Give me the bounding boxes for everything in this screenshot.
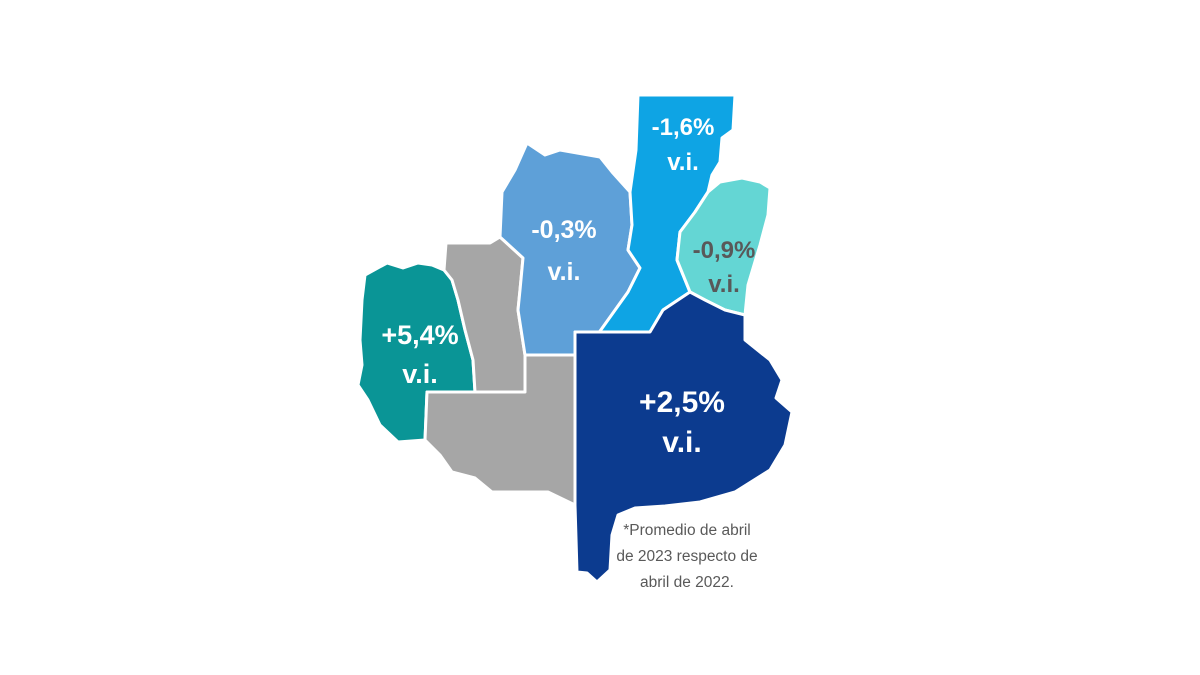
footnote-line-3: abril de 2022. [640,574,734,591]
footnote-line-1: *Promedio de abril [623,522,751,539]
footnote-line-2: de 2023 respecto de [616,548,758,565]
label-west-suffix: v.i. [402,359,438,389]
region-southeast [573,290,794,584]
label-northeast-suffix: v.i. [708,271,740,298]
label-north-suffix: v.i. [667,149,699,176]
label-center-north-suffix: v.i. [548,258,581,286]
label-southeast-value: +2,5% [639,386,725,419]
label-north-value: -1,6% [652,114,715,141]
footnote: *Promedio de abril de 2023 respecto de a… [612,518,762,596]
label-northeast-value: -0,9% [693,237,756,264]
label-southeast-suffix: v.i. [662,426,701,459]
region-center-south [423,353,577,507]
label-west-value: +5,4% [381,320,458,350]
label-center-north-value: -0,3% [531,216,596,244]
region-northeast [675,176,772,317]
